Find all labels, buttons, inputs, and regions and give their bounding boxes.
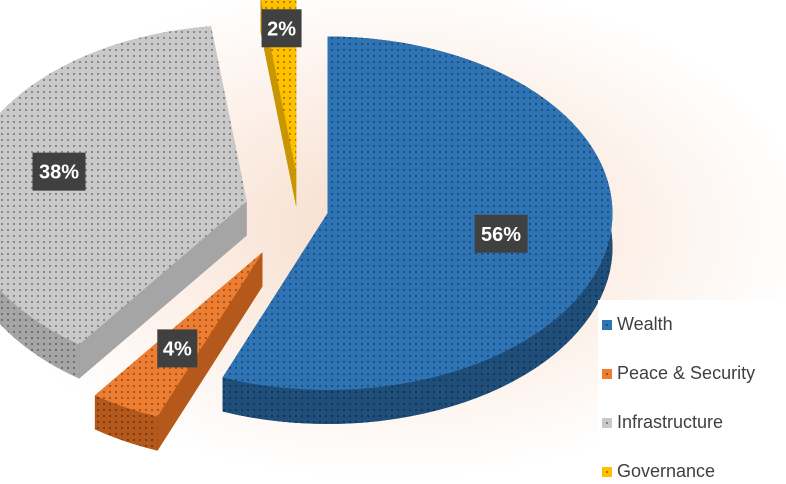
data-label-wealth: 56% — [474, 214, 528, 253]
data-label-box-infrastructure — [32, 152, 86, 191]
legend-label-wealth: Wealth — [617, 314, 673, 334]
data-label-text-governance: 2% — [267, 18, 296, 40]
data-label-box-peace-security — [157, 329, 198, 368]
data-label-peace-security: 4% — [157, 329, 198, 368]
legend-swatch-governance — [602, 466, 612, 477]
data-label-text-wealth: 56% — [481, 224, 521, 246]
legend-item-infrastructure: Infrastructure — [598, 398, 786, 447]
data-label-box-governance — [261, 9, 302, 48]
chart-legend: Wealth Peace & Security Infrastructure G… — [598, 300, 786, 484]
data-label-text-infrastructure: 38% — [39, 162, 79, 184]
legend-item-wealth: Wealth — [598, 300, 786, 349]
legend-item-governance: Governance — [598, 447, 786, 484]
data-label-governance: 2% — [261, 9, 302, 48]
pie-slice-texture-infrastructure — [0, 26, 247, 345]
pie-slice-texture-wealth — [222, 36, 613, 390]
legend-label-peace-security: Peace & Security — [617, 363, 756, 383]
legend-swatch-wealth — [602, 319, 612, 330]
legend-label-infrastructure: Infrastructure — [617, 412, 724, 432]
data-label-box-wealth — [474, 214, 528, 253]
data-label-text-peace-security: 4% — [163, 338, 192, 360]
legend-swatch-peace-security — [602, 368, 612, 379]
legend-item-peace-security: Peace & Security — [598, 349, 786, 398]
legend-swatch-infrastructure — [602, 417, 612, 428]
legend-label-governance: Governance — [617, 461, 716, 481]
data-label-infrastructure: 38% — [32, 152, 86, 191]
